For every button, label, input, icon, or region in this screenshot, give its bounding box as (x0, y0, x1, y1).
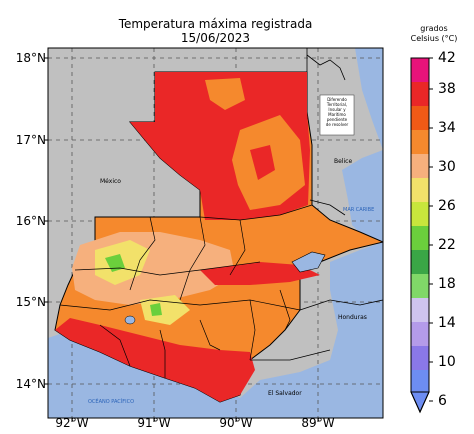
label-honduras: Honduras (338, 314, 367, 321)
colorbar-tick: 18 (438, 276, 456, 292)
country-borders (250, 48, 383, 361)
y-tick-label: 15°N (15, 295, 46, 309)
colorbar-tick: 30 (438, 159, 456, 175)
colorbar-tick: 38 (438, 81, 456, 97)
department-borders (59, 204, 313, 378)
x-tick-label: 92°W (55, 416, 89, 430)
y-tick-label: 17°N (15, 133, 46, 147)
colorbar-tick: 10 (438, 354, 456, 370)
caribbean-sea (342, 48, 383, 245)
label-belice: Belice (334, 158, 353, 165)
colorbar-tick: 42 (438, 50, 456, 66)
y-tick-label: 16°N (15, 214, 46, 228)
label-diferendo: Diferendo Territorial, Insular y Marítim… (325, 97, 349, 127)
colorbar-tick: 6 (438, 393, 447, 409)
diferendo-box (319, 94, 355, 136)
colorbar-tick: 26 (438, 198, 456, 214)
x-tick-label: 90°W (219, 416, 253, 430)
axis-ticks (44, 57, 319, 422)
colorbar (410, 57, 433, 414)
label-mar-caribe: MAR CARIBE (343, 207, 375, 213)
colorbar-tick: 34 (438, 120, 456, 136)
label-oceano-pacifico: OCÉANO PACÍFICO (88, 399, 135, 405)
colorbar-tick: 22 (438, 237, 456, 253)
pacific-hot-zone (55, 318, 255, 402)
label-mexico: México (100, 178, 121, 185)
colorbar-subtitle: Celsius (°C) (410, 34, 458, 43)
x-tick-label: 91°W (137, 416, 171, 430)
x-tick-label: 89°W (301, 416, 335, 430)
colorbar-title: grados (420, 24, 448, 33)
colorbar-tick: 14 (438, 315, 456, 331)
map-frame (47, 47, 384, 419)
map-date: 15/06/2023 (180, 31, 251, 45)
label-el-salvador: El Salvador (268, 390, 302, 397)
y-tick-label: 18°N (15, 51, 46, 65)
y-tick-label: 14°N (15, 377, 46, 391)
map-title: Temperatura máxima registrada (118, 17, 313, 31)
lake-izabal (291, 251, 326, 273)
